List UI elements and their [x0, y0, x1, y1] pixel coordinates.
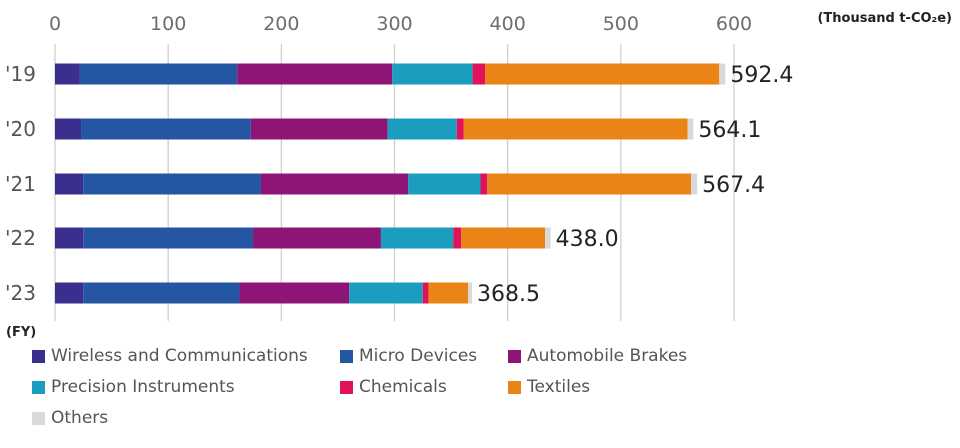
bar-segment	[81, 118, 251, 140]
total-label: 368.5	[477, 282, 540, 307]
total-labels: 592.4 564.1 567.4 438.0 368.5	[477, 63, 793, 307]
legend-swatch	[508, 380, 521, 394]
legend-item: Chemicals	[340, 377, 447, 397]
x-tick-label: 0	[49, 13, 61, 35]
legend-swatch	[340, 380, 353, 394]
bar-segment	[260, 173, 409, 195]
legend-item: Others	[32, 408, 108, 428]
legend-label: Automobile Brakes	[527, 346, 688, 366]
bar-segment	[687, 118, 694, 140]
bar-segment	[83, 227, 254, 249]
total-label: 438.0	[556, 227, 619, 252]
bar-segment	[461, 227, 546, 249]
category-label: '20	[5, 117, 36, 141]
bar-segment	[349, 282, 423, 304]
total-label: 564.1	[698, 118, 761, 143]
category-label: '23	[5, 281, 36, 305]
bar-segment	[428, 282, 469, 304]
x-tick-label: 200	[263, 13, 299, 35]
fy-label: (FY)	[6, 325, 36, 340]
legend-swatch	[508, 349, 521, 363]
bar-segment	[83, 173, 261, 195]
bar-segment	[55, 118, 82, 140]
legend-swatch	[32, 411, 45, 425]
bar-segment	[456, 118, 464, 140]
total-label: 567.4	[702, 173, 765, 198]
legend-label: Chemicals	[359, 377, 447, 397]
x-axis-ticks: 0 100 200 300 400 500 600	[49, 13, 752, 35]
legend-swatch	[32, 380, 45, 394]
bar-segment	[463, 118, 688, 140]
bar-segment	[545, 227, 551, 249]
bar-segment	[83, 282, 240, 304]
legend-swatch	[32, 349, 45, 363]
x-tick-label: 400	[490, 13, 526, 35]
bar-segment	[55, 282, 84, 304]
total-label: 592.4	[730, 63, 793, 88]
bar-segment	[408, 173, 481, 195]
x-tick-label: 500	[603, 13, 639, 35]
bar-segment	[392, 63, 473, 85]
bar-segment	[468, 282, 473, 304]
category-label: '22	[5, 226, 36, 250]
bar-segment	[380, 227, 454, 249]
bar-segment	[690, 173, 698, 195]
unit-label: (Thousand t-CO₂e)	[817, 11, 952, 26]
legend-item: Wireless and Communications	[32, 346, 308, 366]
category-labels: '19 '20 '21 '22 '23	[5, 62, 36, 305]
legend-item: Automobile Brakes	[508, 346, 687, 366]
legend-label: Precision Instruments	[51, 377, 235, 397]
category-label: '21	[5, 172, 36, 196]
legend-item: Precision Instruments	[32, 377, 235, 397]
legend-item: Textiles	[508, 377, 590, 397]
x-tick-label: 100	[150, 13, 186, 35]
bar-segment	[239, 282, 350, 304]
bar-segment	[253, 227, 381, 249]
bar-segment	[79, 63, 238, 85]
legend-label: Others	[51, 408, 109, 428]
bar-segment	[387, 118, 457, 140]
bar-segment	[55, 63, 80, 85]
bar-segment	[55, 227, 84, 249]
bar-segment	[487, 173, 691, 195]
x-tick-label: 300	[376, 13, 412, 35]
x-tick-label: 600	[716, 13, 752, 35]
bar-segment	[472, 63, 486, 85]
legend-label: Textiles	[527, 377, 591, 397]
bar-segment	[250, 118, 388, 140]
bar-segment	[480, 173, 488, 195]
bars	[55, 63, 726, 304]
bar-segment	[453, 227, 462, 249]
category-label: '19	[5, 62, 36, 86]
bar-segment	[485, 63, 720, 85]
legend-swatch	[340, 349, 353, 363]
bar-segment	[422, 282, 429, 304]
bar-segment	[237, 63, 393, 85]
legend-item: Micro Devices	[340, 346, 477, 366]
bar-segment	[719, 63, 726, 85]
legend-label: Wireless and Communications	[51, 346, 308, 366]
legend-label: Micro Devices	[359, 346, 478, 366]
bar-segment	[55, 173, 84, 195]
